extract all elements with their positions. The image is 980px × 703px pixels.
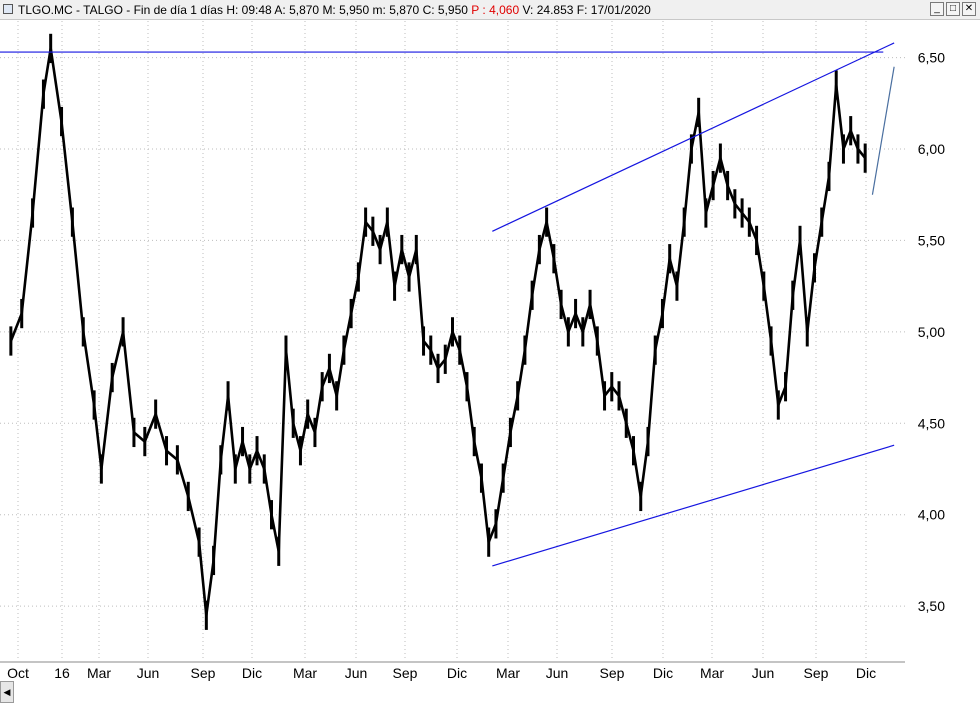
x-tick-label: Mar [87,665,111,681]
x-tick-label: Jun [137,665,160,681]
x-tick-label: Jun [752,665,775,681]
y-tick-label: 4,50 [918,415,945,431]
date-value: 17/01/2020 [590,3,651,17]
x-tick-label: Dic [242,665,262,681]
open-label: A: [274,3,286,17]
x-tick-label: Jun [546,665,569,681]
close-value: 5,950 [437,3,468,17]
x-tick-label: Mar [496,665,520,681]
price-chart[interactable]: 6,50 6,00 5,50 5,00 4,50 4,00 3,50 Oct 16 Mar Jun S… [0,21,980,684]
plot-area[interactable]: 6,50 6,00 5,50 5,00 4,50 4,00 3,50 Oct 16 Mar Jun S… [0,21,980,703]
x-tick-label: Mar [700,665,724,681]
x-tick-label: Sep [191,665,216,681]
y-tick-label: 5,00 [918,324,945,340]
close-button[interactable]: ✕ [962,2,976,16]
scroll-left-button[interactable]: ◀ [0,681,14,703]
volume-value: 24.853 [536,3,574,17]
max-value: 5,950 [339,3,370,17]
x-tick-label: Mar [293,665,317,681]
x-tick-label: Dic [447,665,467,681]
maximize-button[interactable]: □ [946,2,960,16]
volume-label: V: [522,3,534,17]
projection [871,66,895,195]
title-text: TLGO.MC - TALGO - Fin de día 1 días H: 0… [18,3,651,17]
title-bar: TLGO.MC - TALGO - Fin de día 1 días H: 0… [0,0,980,20]
price-series-line [9,47,867,617]
minimize-button[interactable]: _ [930,2,944,16]
open-value: 5,870 [289,3,320,17]
y-tick-label: 6,50 [918,50,945,66]
x-tick-label: 16 [54,665,70,681]
min-label: m: [372,3,386,17]
y-tick-label: 5,50 [918,232,945,248]
date-label: F: [576,3,588,17]
x-tick-label: Oct [7,665,29,681]
x-tick-label: Sep [600,665,625,681]
max-label: M: [322,3,336,17]
x-tick-label: Jun [345,665,368,681]
high-label: H: [226,3,239,17]
p-label: P : [471,3,486,17]
window-buttons: _ □ ✕ [930,2,976,18]
x-tick-label: Sep [393,665,418,681]
x-tick-label: Dic [653,665,673,681]
window-icon [3,4,13,14]
period: Fin de día 1 días [133,3,223,17]
y-tick-label: 4,00 [918,507,945,523]
p-value: 4,060 [489,3,520,17]
high-value: 09:48 [241,3,272,17]
instrument-name: TALGO [83,3,123,17]
min-value: 5,870 [389,3,420,17]
x-tick-label: Sep [804,665,829,681]
trendline-top [492,42,895,232]
ticker: TLGO.MC [18,3,73,17]
x-tick-label: Dic [856,665,876,681]
y-tick-label: 6,00 [918,141,945,157]
y-tick-label: 3,50 [918,598,945,614]
trendline-bottom [492,444,895,567]
close-label: C: [422,3,435,17]
